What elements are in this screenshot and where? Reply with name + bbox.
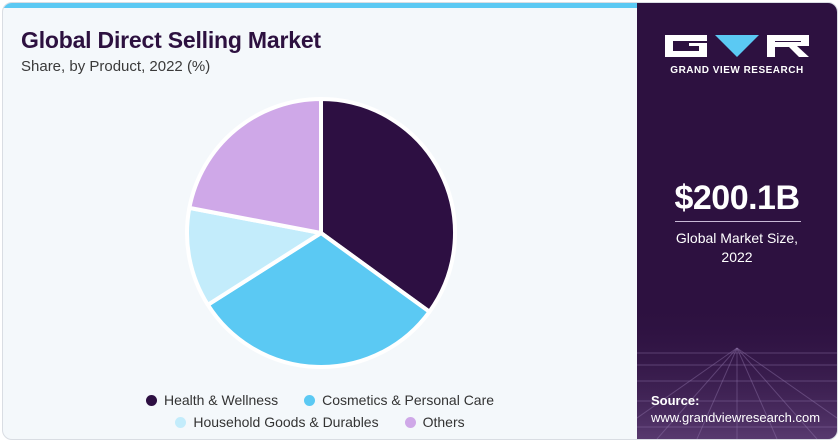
legend-item-others: Others <box>404 414 465 430</box>
legend-row-2: Household Goods & Durables Others <box>3 411 637 433</box>
legend-item-cosmetics: Cosmetics & Personal Care <box>304 392 494 408</box>
accent-bar <box>3 3 637 8</box>
legend-label-cosmetics: Cosmetics & Personal Care <box>322 392 495 408</box>
market-size-caption-line1: Global Market Size, <box>675 230 799 246</box>
chart-legend: Health & Wellness Cosmetics & Personal C… <box>3 389 637 433</box>
pie-slice-cosmetics <box>205 231 432 369</box>
pie-slice-household <box>185 205 323 307</box>
legend-swatch-cosmetics <box>304 394 316 406</box>
legend-label-others: Others <box>422 414 465 430</box>
source-url[interactable]: www.grandviewresearch.com <box>651 410 821 425</box>
legend-swatch-others <box>404 416 416 428</box>
chart-title: Global Direct Selling Market <box>21 27 321 53</box>
pie-slice-others <box>187 97 323 235</box>
legend-row-1: Health & Wellness Cosmetics & Personal C… <box>3 389 637 411</box>
source-label: Source: <box>651 393 700 408</box>
legend-label-household: Household Goods & Durables <box>193 414 379 430</box>
divider <box>675 221 801 222</box>
market-size-caption-line2: 2022 <box>721 249 753 265</box>
chart-panel: Global Direct Selling Market Share, by P… <box>3 3 637 439</box>
chart-subtitle: Share, by Product, 2022 (%) <box>21 58 211 75</box>
market-size-caption: Global Market Size, 2022 <box>637 229 837 267</box>
grand-view-research-logo-icon <box>665 35 809 57</box>
brand-name: GRAND VIEW RESEARCH <box>670 65 804 76</box>
legend-swatch-health-wellness <box>145 394 157 406</box>
legend-label-health-wellness: Health & Wellness <box>163 392 279 408</box>
pie-chart <box>185 97 457 369</box>
legend-item-household: Household Goods & Durables <box>175 414 379 430</box>
pie-slice-health-wellness <box>319 97 457 314</box>
legend-item-health-wellness: Health & Wellness <box>145 392 279 408</box>
summary-sidebar: GRAND VIEW RESEARCH $200.1B Global Marke… <box>637 3 837 439</box>
perspective-grid-decoration <box>637 303 837 439</box>
legend-swatch-household <box>175 416 187 428</box>
market-size-value: $200.1B <box>674 179 800 217</box>
